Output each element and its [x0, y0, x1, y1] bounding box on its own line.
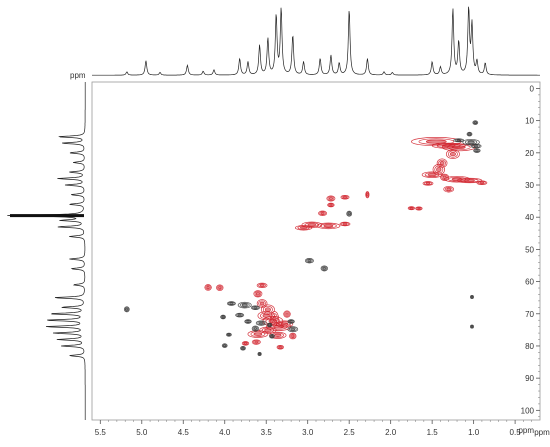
cross-peak-red [241, 341, 250, 346]
cross-peak-dark [466, 131, 473, 137]
cross-peak-red [318, 210, 328, 216]
cross-peak-dark [470, 295, 474, 299]
x-tick-label: 1.0 [468, 428, 480, 437]
cross-peaks [123, 120, 488, 356]
cross-peak-red [440, 173, 450, 181]
y-tick-label: 100 [521, 406, 535, 415]
left-projection-group [7, 82, 86, 420]
cross-peak-dark [240, 345, 246, 351]
cross-peak-dark [226, 332, 232, 337]
x-axis-unit: ppm [534, 428, 550, 437]
top-projection-group: ppm [70, 6, 540, 80]
y-axis-unit: ppm [518, 426, 534, 435]
y-tick-label: 60 [525, 278, 534, 287]
y-tick-label: 80 [525, 342, 534, 351]
cross-peak-red [327, 202, 335, 208]
cross-peak-red [316, 222, 341, 230]
cross-peak-dark [470, 324, 474, 329]
x-tick-label: 4.5 [178, 428, 190, 437]
cross-peak-dark [346, 210, 353, 217]
top-projection-unit: ppm [70, 71, 86, 80]
cross-peak-dark [235, 312, 245, 318]
y-tick-label: 30 [525, 181, 534, 190]
cross-peak-red [326, 195, 336, 202]
cross-peak-dark [237, 301, 252, 309]
x-tick-label: 5.5 [95, 428, 107, 437]
cross-peak-red [283, 310, 291, 318]
cross-peak-red [289, 332, 297, 340]
cross-peak-dark [244, 319, 252, 324]
plot-frame [91, 81, 541, 421]
cross-peak-red [275, 320, 294, 328]
cross-peak-red [365, 191, 370, 199]
cross-peak-red [276, 344, 284, 350]
y-tick-label: 90 [525, 374, 534, 383]
cross-peak-red [443, 185, 455, 193]
cross-peak-red [294, 225, 313, 231]
cross-peak-red [340, 194, 350, 200]
cross-peak-red [247, 330, 269, 338]
cross-peak-dark [453, 138, 465, 143]
x-tick-label: 5.0 [136, 428, 148, 437]
cross-peak-red [421, 171, 443, 178]
x-axis-ticks: 5.5 5.0 4.5 4.0 3.5 3.0 2.5 2.0 1.5 1.0 0.5 ppm [95, 420, 550, 437]
cross-peak-dark [257, 352, 262, 356]
x-tick-label: 0.5 [510, 428, 522, 437]
cross-peak-red [256, 282, 268, 289]
x-tick-label: 1.5 [427, 428, 439, 437]
y-tick-label: 50 [525, 245, 534, 254]
cross-peak-dark [250, 305, 260, 310]
cross-peak-dark [304, 258, 314, 264]
cross-peak-red [253, 290, 263, 298]
left-projection-solvent-peak [10, 214, 84, 218]
cross-peak-dark [221, 343, 228, 348]
cross-peak-red [476, 180, 488, 186]
left-projection-trace [7, 82, 86, 420]
cross-peak-dark [226, 301, 236, 306]
y-axis-ticks: 0 10 20 30 40 50 60 70 80 90 100 ppm [518, 84, 540, 435]
cross-peak-red [407, 206, 416, 211]
cross-peak-red [432, 164, 445, 176]
cross-peak-red [456, 177, 483, 184]
x-tick-label: 2.5 [344, 428, 356, 437]
cross-peak-red [445, 149, 460, 159]
cross-peak-red [339, 221, 351, 227]
cross-peak-dark [472, 120, 479, 125]
top-projection-trace [92, 6, 540, 76]
cross-peak-dark [287, 326, 299, 333]
cross-peak-red [441, 143, 476, 152]
cross-peak-red [251, 339, 261, 345]
cross-peak-dark [266, 322, 273, 328]
x-tick-label: 3.5 [261, 428, 273, 437]
y-tick-label: 20 [525, 149, 534, 158]
cross-peak-dark [269, 334, 275, 339]
y-tick-label: 10 [525, 117, 534, 126]
cross-peak-dark [320, 265, 328, 272]
cross-peak-red [204, 284, 212, 291]
cross-peak-red [256, 299, 268, 308]
x-tick-label: 4.0 [219, 428, 231, 437]
cross-peak-dark [473, 148, 481, 153]
cross-peak-dark [251, 325, 260, 332]
cross-peak-dark [220, 314, 226, 320]
cross-peak-dark [470, 143, 482, 149]
cross-peak-red [415, 206, 423, 211]
x-tick-label: 3.0 [302, 428, 314, 437]
y-tick-label: 0 [530, 84, 535, 93]
cross-peak-dark [287, 319, 295, 324]
cross-peak-red [411, 137, 462, 147]
cross-peak-red [270, 311, 279, 327]
cross-peak-red [422, 181, 434, 186]
cross-peak-red [216, 284, 224, 291]
cross-peak-dark [255, 320, 267, 326]
x-tick-label: 2.0 [385, 428, 397, 437]
cross-peak-dark [123, 306, 130, 313]
y-tick-label: 40 [525, 213, 534, 222]
y-tick-label: 70 [525, 310, 534, 319]
